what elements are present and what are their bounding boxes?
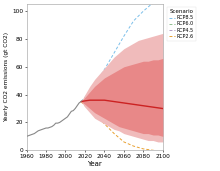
X-axis label: Year: Year	[87, 161, 102, 167]
Legend: RCP8.5, RCP6.0, RCP4.5, RCP2.6: RCP8.5, RCP6.0, RCP4.5, RCP2.6	[167, 7, 196, 41]
Y-axis label: Yearly CO2 emissions (gt CO2): Yearly CO2 emissions (gt CO2)	[4, 32, 9, 122]
